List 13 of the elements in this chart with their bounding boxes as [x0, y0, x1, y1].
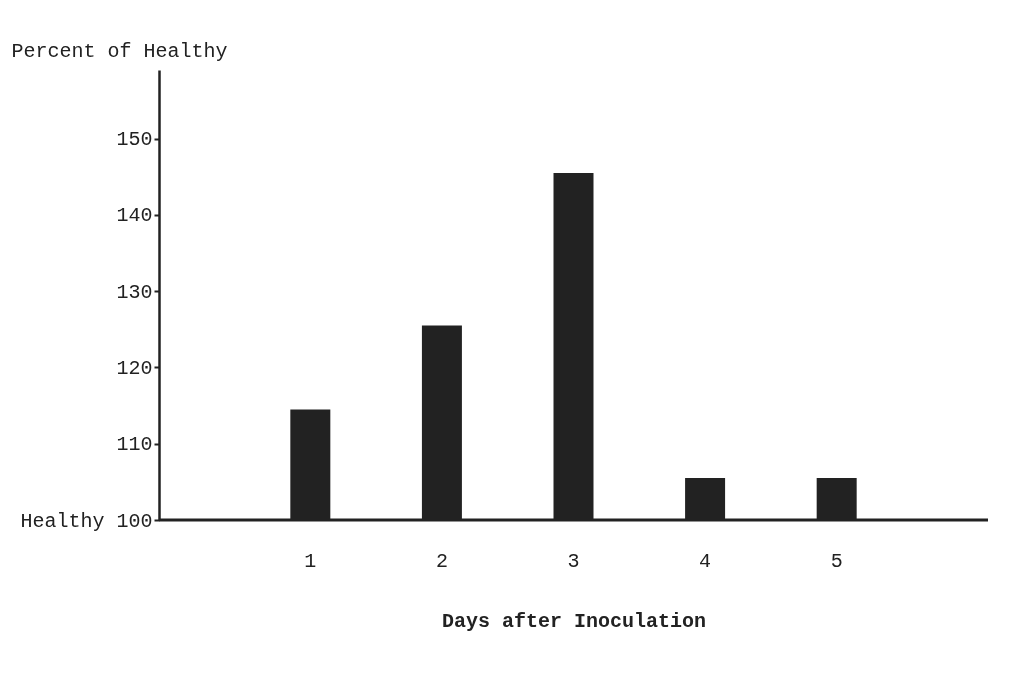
- y-tick-label: 130: [116, 280, 153, 304]
- y-tick-label: 150: [116, 128, 153, 152]
- x-tick-label: 3: [567, 549, 580, 573]
- y-tick-label: Healthy 100: [20, 509, 153, 533]
- y-tick-label: 110: [116, 433, 153, 457]
- x-axis-title: Days after Inoculation: [441, 609, 707, 633]
- y-tick-label: 120: [116, 356, 153, 380]
- y-axis-title: Percent of Healthy: [11, 39, 228, 63]
- x-tick-label: 2: [435, 549, 448, 573]
- x-tick-label: 4: [699, 549, 712, 573]
- x-tick-label: 5: [830, 549, 843, 573]
- y-tick-label: 140: [116, 204, 153, 228]
- x-tick-label: 1: [304, 549, 317, 573]
